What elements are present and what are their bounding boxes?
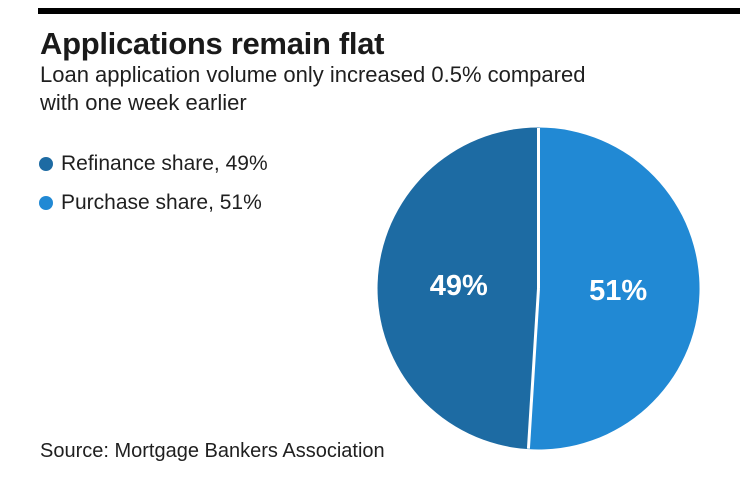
- chart-subtitle: Loan application volume only increased 0…: [40, 61, 585, 117]
- subtitle-line-2: with one week earlier: [40, 90, 247, 115]
- legend-label-refinance: Refinance share, 49%: [61, 152, 268, 175]
- legend-dot-refinance-icon: [39, 157, 53, 171]
- subtitle-line-1: Loan application volume only increased 0…: [40, 62, 586, 87]
- legend-label-purchase: Purchase share, 51%: [61, 191, 262, 214]
- pie-slice-label-51: 51%: [589, 275, 647, 307]
- legend-item-refinance: Refinance share, 49%: [39, 152, 268, 176]
- chart-title: Applications remain flat: [40, 26, 385, 61]
- legend-dot-purchase-icon: [39, 196, 53, 210]
- legend-item-purchase: Purchase share, 51%: [39, 191, 268, 215]
- accent-bar: [38, 8, 740, 14]
- chart-legend: Refinance share, 49% Purchase share, 51%: [39, 152, 268, 215]
- pie-slice-refinance-share: [377, 127, 539, 450]
- source-text: Source: Mortgage Bankers Association: [40, 440, 385, 462]
- pie-divider-line-1: [526, 288, 540, 449]
- pie-slice-label-49: 49%: [430, 270, 488, 302]
- pie-slice-purchase-share: [528, 127, 700, 450]
